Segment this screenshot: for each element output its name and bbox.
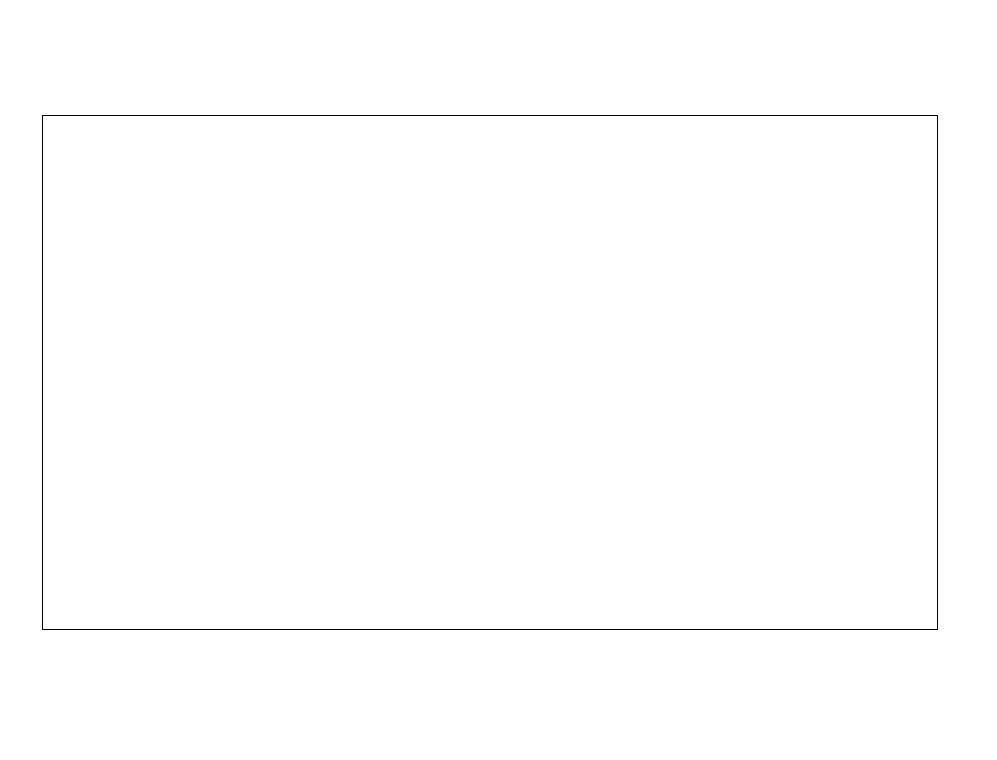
zonal-average-column — [942, 115, 997, 630]
world-map-grid — [42, 115, 938, 630]
latitude-axis — [0, 115, 38, 630]
longitude-axis — [0, 638, 997, 658]
